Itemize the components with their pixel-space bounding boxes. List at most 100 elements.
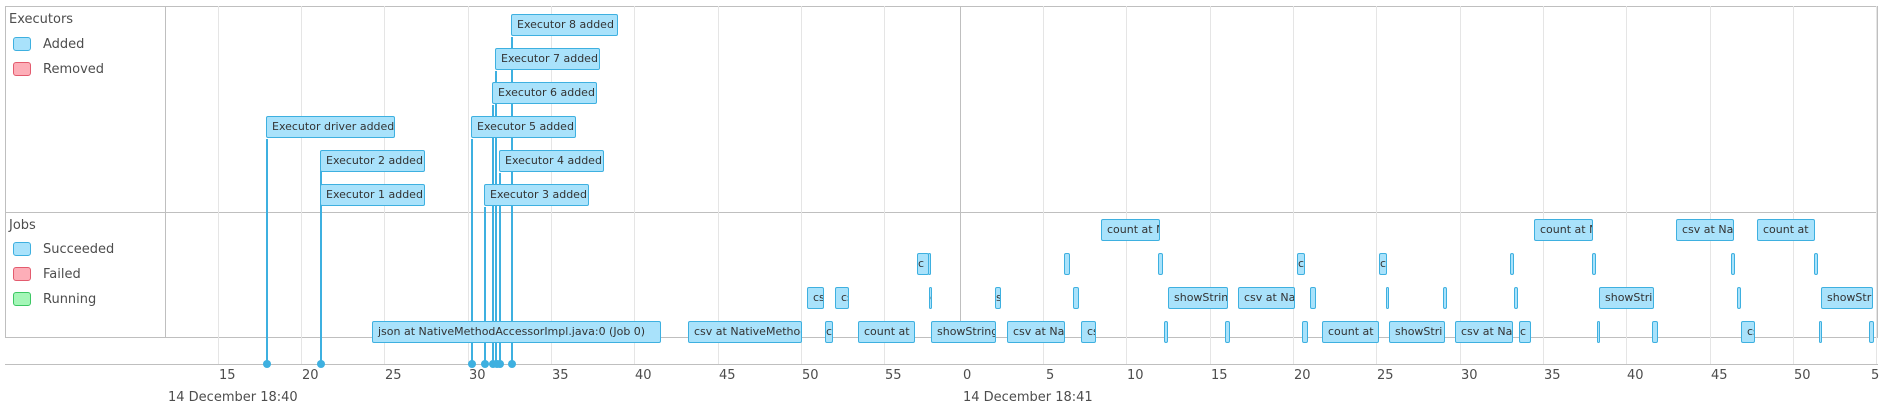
job-box[interactable]: showString bbox=[931, 321, 996, 343]
job-point[interactable] bbox=[1510, 253, 1514, 275]
job-point[interactable] bbox=[1819, 321, 1822, 343]
job-point[interactable] bbox=[1164, 321, 1168, 343]
axis-tick: 5 bbox=[1046, 368, 1055, 383]
job-box[interactable]: count at N bbox=[1101, 219, 1160, 241]
executor-5-marker[interactable] bbox=[468, 360, 476, 368]
job-box[interactable]: c bbox=[1519, 321, 1531, 343]
job-box[interactable]: csv at Na bbox=[1676, 219, 1734, 241]
axis-tick: 45 bbox=[719, 368, 736, 383]
job-point[interactable] bbox=[1073, 287, 1079, 309]
axis-tick: 5 bbox=[1871, 368, 1880, 383]
axis-tick: 20 bbox=[302, 368, 319, 383]
job-box[interactable]: csv at NativeMethod bbox=[688, 321, 802, 343]
job-box[interactable]: count at bbox=[1757, 219, 1815, 241]
executor-driver-stem bbox=[266, 139, 268, 364]
job-point[interactable] bbox=[1064, 253, 1070, 275]
job-box[interactable]: c bbox=[1297, 253, 1305, 275]
job-point[interactable] bbox=[1597, 321, 1600, 343]
axis-tick: 15 bbox=[1211, 368, 1228, 383]
job-box[interactable]: showStrin bbox=[1168, 287, 1228, 309]
axis-tick: 10 bbox=[1127, 368, 1144, 383]
added-swatch-icon bbox=[13, 37, 31, 51]
legend-removed: Removed bbox=[13, 61, 104, 77]
executor-1-stem bbox=[320, 185, 322, 364]
axis-tick: 30 bbox=[469, 368, 486, 383]
job-box[interactable]: cs bbox=[1741, 321, 1755, 343]
job-box[interactable]: cs bbox=[807, 287, 824, 309]
executor-event-box[interactable]: Executor 4 added bbox=[499, 150, 604, 172]
running-swatch-icon bbox=[13, 292, 31, 306]
job-box[interactable]: showStri bbox=[1389, 321, 1445, 343]
legend-running: Running bbox=[13, 291, 96, 307]
axis-divider bbox=[5, 364, 1878, 365]
job-box[interactable]: cs bbox=[835, 287, 849, 309]
label-column-divider bbox=[165, 6, 166, 338]
job-point[interactable] bbox=[1869, 321, 1874, 343]
job-box[interactable]: showStr bbox=[1821, 287, 1873, 309]
legend-succeeded: Succeeded bbox=[13, 241, 114, 257]
executor-1-marker[interactable] bbox=[317, 360, 325, 368]
legend-added: Added bbox=[13, 36, 84, 52]
axis-tick: 55 bbox=[885, 368, 902, 383]
executor-event-box[interactable]: Executor 3 added bbox=[484, 184, 589, 206]
failed-swatch-icon bbox=[13, 267, 31, 281]
job-box[interactable]: csv at Nat bbox=[1007, 321, 1065, 343]
executor-7-stem bbox=[495, 71, 497, 364]
job-point[interactable] bbox=[928, 253, 931, 275]
axis-tick: 25 bbox=[385, 368, 402, 383]
executor-event-box[interactable]: Executor 8 added bbox=[511, 14, 618, 36]
axis-tick: 40 bbox=[635, 368, 652, 383]
job-box[interactable]: s bbox=[995, 287, 1001, 309]
legend-added-label: Added bbox=[43, 36, 85, 52]
job-box[interactable]: cs bbox=[1081, 321, 1096, 343]
job-box[interactable]: json at NativeMethodAccessorImpl.java:0 … bbox=[372, 321, 661, 343]
axis-tick: 30 bbox=[1461, 368, 1478, 383]
executors-group-title: Executors bbox=[9, 12, 74, 27]
job-box[interactable]: count at bbox=[1322, 321, 1379, 343]
executor-event-box[interactable]: Executor 6 added bbox=[492, 82, 597, 104]
job-point[interactable] bbox=[1443, 287, 1447, 309]
axis-date-label: 14 December 18:40 bbox=[168, 390, 298, 405]
executor-event-box[interactable]: Executor 2 added bbox=[320, 150, 425, 172]
executor-event-box[interactable]: Executor driver added bbox=[266, 116, 395, 138]
job-point[interactable] bbox=[1386, 287, 1389, 309]
axis-tick: 50 bbox=[802, 368, 819, 383]
job-box[interactable]: c bbox=[1379, 253, 1387, 275]
job-box[interactable]: c bbox=[929, 287, 932, 309]
job-box[interactable]: c bbox=[825, 321, 833, 343]
executor-event-box[interactable]: Executor 5 added bbox=[471, 116, 576, 138]
job-point[interactable] bbox=[1310, 287, 1316, 309]
job-point[interactable] bbox=[1592, 253, 1596, 275]
axis-tick: 0 bbox=[963, 368, 972, 383]
axis-tick: 45 bbox=[1711, 368, 1728, 383]
job-box[interactable]: count at N bbox=[858, 321, 915, 343]
axis-tick: 15 bbox=[219, 368, 236, 383]
axis-tick: 50 bbox=[1794, 368, 1811, 383]
job-point[interactable] bbox=[1814, 253, 1818, 275]
legend-running-label: Running bbox=[43, 291, 97, 307]
job-point[interactable] bbox=[1731, 253, 1735, 275]
executor-8-marker[interactable] bbox=[508, 360, 516, 368]
executor-event-box[interactable]: Executor 1 added bbox=[320, 184, 425, 206]
job-box[interactable]: count at N bbox=[1534, 219, 1593, 241]
job-box[interactable]: showStri bbox=[1599, 287, 1654, 309]
axis-tick: 35 bbox=[1544, 368, 1561, 383]
executor-event-box[interactable]: Executor 7 added bbox=[495, 48, 600, 70]
job-point[interactable] bbox=[1225, 321, 1230, 343]
job-box[interactable]: csv at Na bbox=[1455, 321, 1513, 343]
axis-tick: 40 bbox=[1627, 368, 1644, 383]
executor-4-marker[interactable] bbox=[496, 360, 504, 368]
job-point[interactable] bbox=[1652, 321, 1658, 343]
executor-3-stem bbox=[484, 207, 486, 364]
legend-failed: Failed bbox=[13, 266, 81, 282]
job-point[interactable] bbox=[1158, 253, 1163, 275]
axis-tick: 25 bbox=[1377, 368, 1394, 383]
job-point[interactable] bbox=[1514, 287, 1518, 309]
executor-driver-marker[interactable] bbox=[263, 360, 271, 368]
succeeded-swatch-icon bbox=[13, 242, 31, 256]
job-point[interactable] bbox=[1302, 321, 1308, 343]
executor-3-marker[interactable] bbox=[481, 360, 489, 368]
legend-removed-label: Removed bbox=[43, 61, 105, 77]
job-box[interactable]: csv at Nat bbox=[1238, 287, 1295, 309]
job-point[interactable] bbox=[1737, 287, 1741, 309]
